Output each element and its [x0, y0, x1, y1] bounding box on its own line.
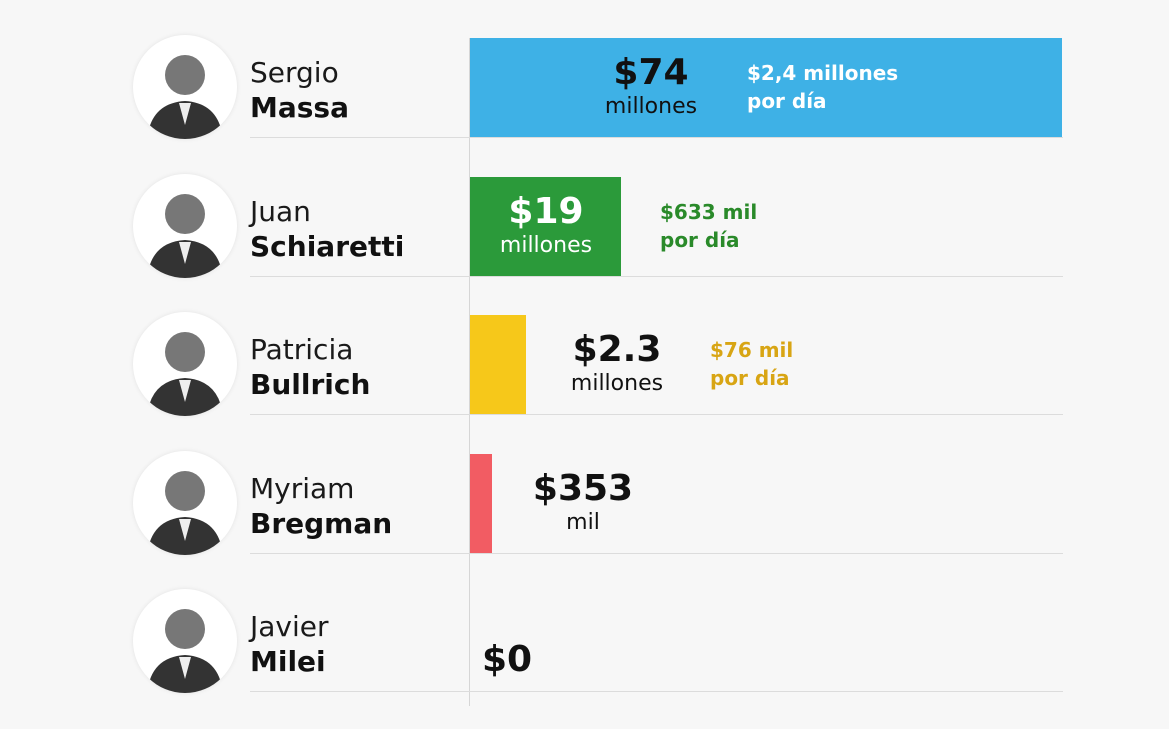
candidate-photo [133, 35, 237, 139]
candidate-photo [133, 450, 237, 555]
per-day-unit: por día [747, 89, 827, 113]
amount: $74 [613, 52, 689, 93]
silhouette [147, 332, 223, 416]
candidate-photo [133, 173, 237, 278]
amount: $19 [508, 190, 584, 232]
amount: $0 [481, 639, 533, 680]
axis-line [469, 38, 470, 706]
last-name: Milei [250, 645, 326, 678]
candidate-photo [133, 589, 237, 693]
last-name: Bullrich [250, 368, 371, 401]
per-day: $633 mil [660, 199, 758, 224]
row-separator [250, 137, 1063, 138]
first-name: Myriam [250, 471, 355, 505]
bar [470, 453, 492, 553]
amount: $2.3 [572, 329, 662, 370]
per-day: $2,4 millones [747, 61, 899, 85]
candidate-photo [133, 312, 237, 416]
first-name: Javier [250, 610, 329, 643]
first-name: Sergio [250, 56, 339, 89]
silhouette [147, 55, 223, 139]
first-name: Juan [250, 194, 311, 228]
amount: $353 [532, 467, 634, 509]
first-name: Patricia [250, 333, 354, 366]
silhouette [147, 193, 223, 278]
row-separator [250, 691, 1063, 692]
row-separator [250, 275, 1063, 277]
silhouette [147, 609, 223, 693]
silhouette [147, 470, 223, 555]
last-name: Massa [250, 91, 349, 124]
amount-unit: millones [570, 371, 664, 396]
amount-unit: millones [604, 94, 698, 119]
bar [470, 176, 621, 276]
last-name: Schiaretti [250, 229, 405, 263]
per-day-unit: por día [660, 227, 740, 252]
bar [470, 38, 1062, 137]
row-separator [250, 552, 1063, 554]
bar [470, 315, 526, 414]
per-day-unit: por día [710, 366, 790, 390]
per-day: $76 mil [710, 338, 794, 362]
amount-unit: mil [566, 509, 600, 535]
last-name: Bregman [250, 506, 393, 540]
amount-unit: millones [499, 232, 593, 258]
row-separator [250, 414, 1063, 415]
